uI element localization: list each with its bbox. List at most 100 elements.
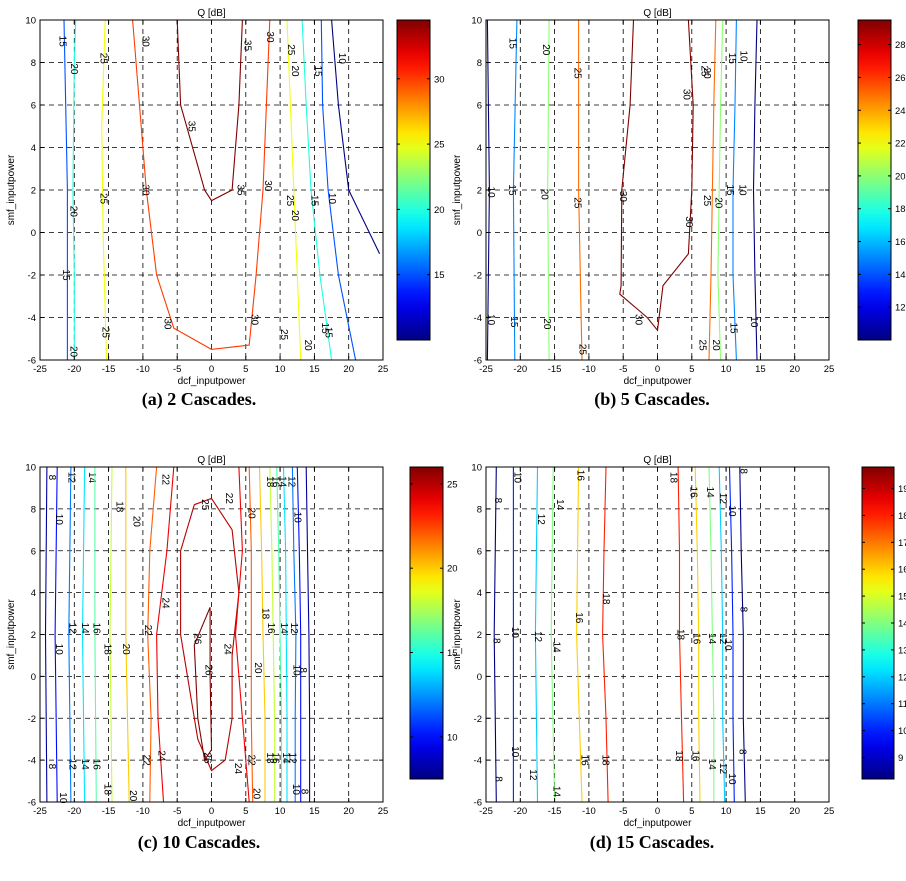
x-tick-label: 25 [824, 364, 835, 375]
y-tick-label: 6 [31, 101, 36, 112]
contour-line-12 [291, 466, 297, 802]
contour-line-10 [296, 466, 302, 802]
contour-label: 14 [704, 487, 715, 499]
x-tick-label: 5 [689, 364, 694, 375]
y-tick-label: 4 [477, 143, 482, 154]
contour-line-8 [739, 466, 746, 803]
chart-panel-b: 1010151515202020252525303030302525252020… [452, 8, 906, 410]
contour-label: 16 [91, 623, 102, 635]
contour-line-16 [276, 466, 283, 802]
contour-label: 16 [690, 633, 701, 645]
contour-label: 25 [572, 197, 583, 209]
x-tick-label: -10 [136, 806, 150, 817]
y-tick-label: 2 [31, 186, 36, 197]
x-tick-label: -20 [513, 806, 527, 817]
x-tick-label: 15 [309, 806, 320, 817]
contour-label: 10 [722, 639, 733, 651]
contour-line-10 [331, 19, 381, 255]
contour-line-12 [718, 466, 726, 803]
contour-label: 12 [717, 763, 728, 775]
chart-panel-d: 8881010101212121414141616161818181818161… [452, 455, 906, 853]
colorbar-tick-label: 14 [898, 619, 906, 630]
contour-label: 10 [726, 505, 737, 517]
contour-label: 25 [98, 53, 109, 65]
y-tick-label: -6 [28, 356, 36, 367]
contour-line-26 [193, 607, 213, 762]
contour-label: 10 [53, 514, 64, 526]
contour-label: 10 [326, 193, 337, 205]
y-tick-label: 4 [31, 143, 36, 154]
contour-label: 22 [142, 625, 153, 637]
contour-label: 16 [265, 623, 276, 635]
contour-label: 16 [574, 470, 585, 482]
x-tick-label: -15 [548, 364, 562, 375]
panel-caption: (d) 15 Cascades. [590, 832, 715, 853]
contour-label: 30 [617, 191, 628, 203]
x-tick-label: -5 [173, 806, 181, 817]
contour-label: 15 [727, 322, 738, 334]
contour-label: 20 [127, 790, 138, 802]
contour-label: 26 [191, 633, 202, 645]
contour-label: 20 [541, 318, 552, 330]
contour-label: 25 [97, 193, 108, 205]
contour-line-25 [101, 19, 108, 361]
y-tick-label: -2 [474, 271, 482, 282]
y-tick-label: -6 [474, 356, 482, 367]
contour-label: 20 [289, 65, 300, 77]
x-tick-label: 0 [209, 364, 214, 375]
chart-title: Q [dB] [197, 8, 226, 19]
contour-label: 16 [578, 755, 589, 767]
panel-caption: (b) 5 Cascades. [594, 389, 710, 410]
x-tick-label: 10 [275, 364, 286, 375]
contour-label: 10 [336, 53, 347, 65]
contour-line-10 [752, 19, 758, 361]
x-tick-label: 5 [243, 806, 248, 817]
contour-line-8 [305, 466, 311, 802]
contour-label: 10 [738, 50, 749, 62]
contour-label: 12 [65, 472, 76, 484]
colorbar-tick-label: 20 [895, 171, 906, 182]
contour-label: 25 [576, 344, 587, 356]
contour-label: 10 [726, 773, 737, 785]
y-tick-label: 10 [25, 463, 36, 474]
contour-label: 14 [550, 642, 561, 654]
contour-label: 10 [292, 512, 303, 524]
contour-line-30 [619, 19, 694, 332]
contour-label: 18 [600, 755, 611, 767]
contour-label: 12 [67, 759, 78, 771]
colorbar [396, 19, 431, 341]
contour-label: 20 [710, 340, 721, 352]
y-tick-label: -4 [474, 313, 482, 324]
contour-label: 35 [242, 40, 253, 52]
contour-label: 18 [259, 608, 270, 620]
colorbar-tick-label: 26 [895, 73, 906, 84]
contour-line-10 [728, 466, 735, 803]
contour-label: 10 [509, 627, 520, 639]
contour-label: 8 [46, 764, 57, 770]
y-tick-label: 10 [471, 16, 482, 27]
contour-line-12 [534, 466, 539, 803]
contour-line-30 [132, 19, 271, 350]
colorbar-tick-label: 15 [898, 592, 906, 603]
contour-label: 24 [232, 763, 243, 775]
contour-label: 15 [724, 184, 735, 196]
contour-label: 25 [572, 68, 583, 80]
contour-label: 8 [738, 468, 749, 474]
contour-label: 22 [159, 474, 170, 486]
contour-label: 20 [539, 189, 550, 201]
x-tick-label: 20 [343, 364, 354, 375]
contour-label: 8 [298, 789, 309, 795]
contour-label: 16 [270, 752, 281, 764]
contour-label: 25 [701, 195, 712, 207]
y-tick-label: 8 [477, 504, 482, 515]
colorbar-tick-label: 11 [898, 699, 906, 710]
contour-line-15 [512, 19, 518, 361]
contour-label: 14 [79, 623, 90, 635]
x-tick-label: -20 [67, 806, 81, 817]
contour-label: 10 [511, 472, 522, 484]
contour-label: 30 [683, 216, 694, 228]
contour-label: 25 [100, 327, 111, 339]
x-axis-label: dcf_inputpower [178, 376, 246, 387]
x-tick-label: -25 [33, 364, 47, 375]
colorbar-tick-label: 15 [447, 648, 458, 659]
